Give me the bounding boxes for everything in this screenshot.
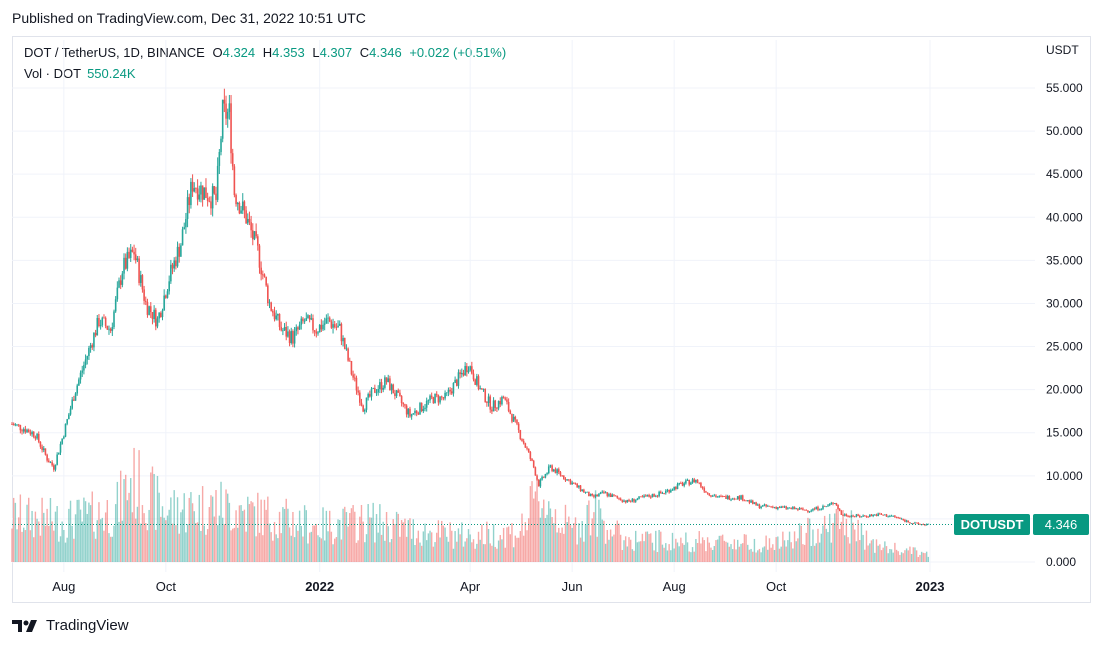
published-note: Published on TradingView.com, Dec 31, 20… xyxy=(12,10,366,26)
open-value: 4.324 xyxy=(222,45,256,60)
tradingview-logo-icon[interactable] xyxy=(12,618,40,634)
price-unit: USDT xyxy=(1046,43,1079,57)
low-label: L xyxy=(312,45,320,60)
open-label: O xyxy=(212,45,223,60)
volume-label[interactable]: Vol · DOT xyxy=(24,66,82,81)
footer-brand: TradingView xyxy=(46,617,129,634)
symbol-label[interactable]: DOT / TetherUS, 1D, BINANCE xyxy=(24,45,205,60)
ohlc-legend: DOT / TetherUS, 1D, BINANCE O4.324 H4.35… xyxy=(24,45,510,60)
footer: TradingView xyxy=(12,617,129,634)
low-value: 4.307 xyxy=(319,45,353,60)
close-label: C xyxy=(359,45,370,60)
change-value: +0.022 (+0.51%) xyxy=(409,45,507,60)
close-value: 4.346 xyxy=(369,45,402,60)
high-value: 4.353 xyxy=(272,45,305,60)
volume-value: 550.24K xyxy=(87,66,136,81)
high-label: H xyxy=(262,45,273,60)
chart-frame xyxy=(12,36,1091,603)
volume-legend: Vol · DOT 550.24K xyxy=(24,66,136,81)
